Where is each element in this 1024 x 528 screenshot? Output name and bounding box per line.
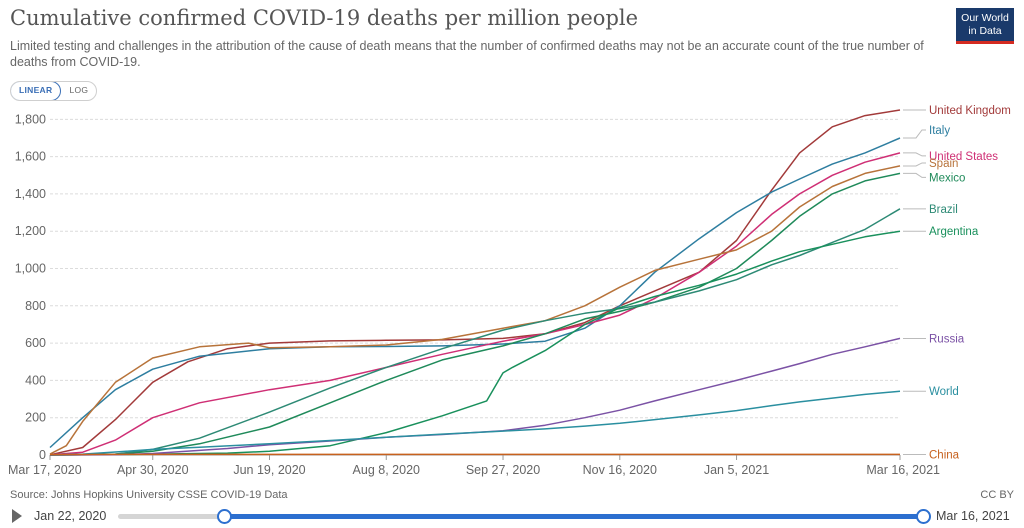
license-link[interactable]: CC BY bbox=[980, 489, 1014, 501]
series-line bbox=[49, 165, 901, 455]
y-tick-label: 600 bbox=[25, 336, 46, 350]
series-label: Italy bbox=[929, 125, 950, 137]
timeline-end-handle[interactable] bbox=[916, 509, 931, 524]
scale-toggle: LINEAR LOG bbox=[10, 81, 98, 101]
timeline-start-label: Jan 22, 2020 bbox=[34, 509, 107, 523]
y-tick-label: 200 bbox=[25, 411, 46, 425]
series-label: Russia bbox=[929, 333, 965, 345]
series-label: Spain bbox=[929, 158, 958, 170]
owid-logo[interactable]: Our World in Data bbox=[956, 8, 1014, 44]
label-connector bbox=[903, 152, 926, 157]
series-label: Mexico bbox=[929, 172, 965, 184]
series-label: United States bbox=[929, 151, 998, 163]
label-connector bbox=[903, 162, 926, 167]
y-tick-label: 800 bbox=[25, 299, 46, 313]
chart-subtitle: Limited testing and challenges in the at… bbox=[10, 39, 924, 69]
series-line bbox=[49, 137, 901, 449]
series-line bbox=[49, 208, 901, 456]
series-line bbox=[49, 172, 901, 456]
x-tick-label: Sep 27, 2020 bbox=[466, 463, 540, 477]
line-chart: 0 200 400 600 800 1,000 1,200 1,400 1,600 1,800 Ma… bbox=[8, 105, 1011, 477]
x-tick-label: Nov 16, 2020 bbox=[583, 463, 657, 477]
series-line bbox=[49, 109, 901, 456]
x-tick-label: Mar 16, 2021 bbox=[866, 463, 940, 477]
series-line bbox=[49, 337, 901, 456]
series-label: World bbox=[929, 386, 959, 398]
x-tick-label: Jan 5, 2021 bbox=[704, 463, 769, 477]
series-line bbox=[49, 152, 901, 456]
y-tick-label: 1,000 bbox=[15, 262, 46, 276]
timeline: Jan 22, 2020 Mar 16, 2021 bbox=[0, 505, 1024, 527]
y-tick-label: 0 bbox=[39, 448, 46, 462]
logo-line-1: Our World bbox=[961, 12, 1009, 24]
play-icon[interactable] bbox=[12, 509, 22, 523]
y-tick-label: 400 bbox=[25, 373, 46, 387]
logo-line-2: in Data bbox=[968, 25, 1002, 37]
series-line bbox=[49, 230, 901, 456]
source-note[interactable]: Source: Johns Hopkins University CSSE CO… bbox=[10, 489, 288, 501]
x-tick-label: Apr 30, 2020 bbox=[117, 463, 189, 477]
x-tick-label: Aug 8, 2020 bbox=[353, 463, 420, 477]
timeline-selected-range bbox=[224, 514, 922, 519]
log-scale-button[interactable]: LOG bbox=[69, 85, 89, 95]
series-line bbox=[49, 390, 901, 456]
series-label: Brazil bbox=[929, 204, 958, 216]
y-tick-label: 1,400 bbox=[15, 187, 46, 201]
linear-scale-button[interactable]: LINEAR bbox=[11, 82, 62, 100]
y-tick-label: 1,600 bbox=[15, 150, 46, 164]
y-tick-label: 1,200 bbox=[15, 224, 46, 238]
y-tick-label: 1,800 bbox=[15, 112, 46, 126]
series-label: Argentina bbox=[929, 226, 979, 238]
label-connector bbox=[903, 172, 926, 178]
x-tick-label: Jun 19, 2020 bbox=[233, 463, 305, 477]
timeline-start-handle[interactable] bbox=[217, 509, 232, 524]
page-title: Cumulative confirmed COVID-19 deaths per… bbox=[10, 6, 639, 30]
series-label: China bbox=[929, 449, 960, 461]
series-label: United Kingdom bbox=[929, 105, 1011, 117]
x-tick-label: Mar 17, 2020 bbox=[8, 463, 82, 477]
label-connector bbox=[903, 129, 926, 139]
timeline-end-label: Mar 16, 2021 bbox=[936, 509, 1010, 523]
